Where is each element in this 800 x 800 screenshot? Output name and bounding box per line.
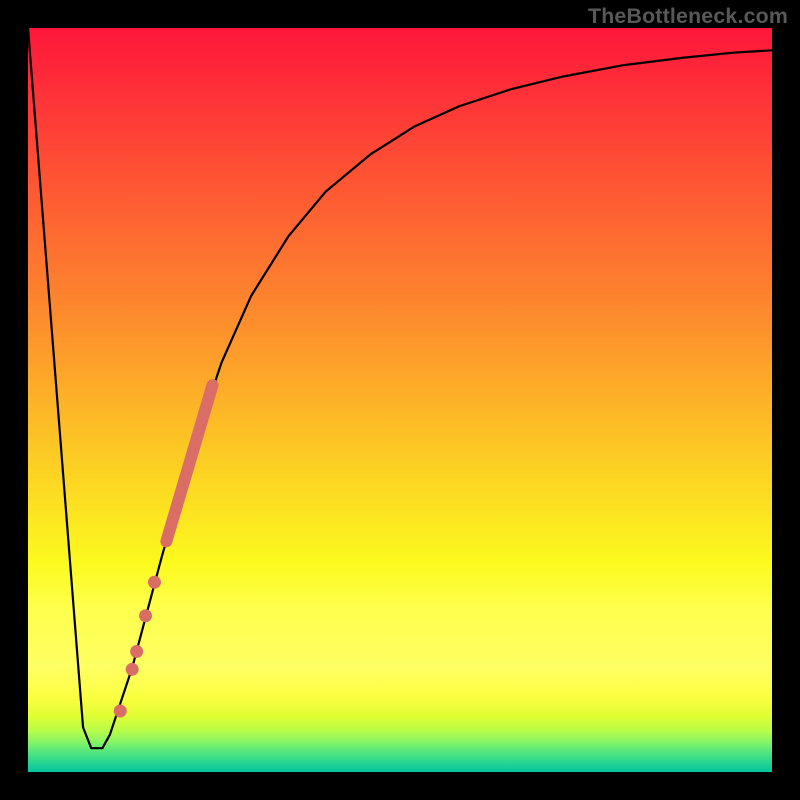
highlight-dot	[148, 576, 161, 589]
highlight-dot	[139, 609, 152, 622]
chart-svg	[28, 28, 772, 772]
gradient-background	[28, 28, 772, 772]
plot-area	[28, 28, 772, 772]
outer-frame: TheBottleneck.com	[0, 0, 800, 800]
watermark-text: TheBottleneck.com	[588, 4, 788, 29]
highlight-dot	[126, 663, 139, 676]
highlight-dot	[130, 645, 143, 658]
highlight-dot	[114, 704, 127, 717]
